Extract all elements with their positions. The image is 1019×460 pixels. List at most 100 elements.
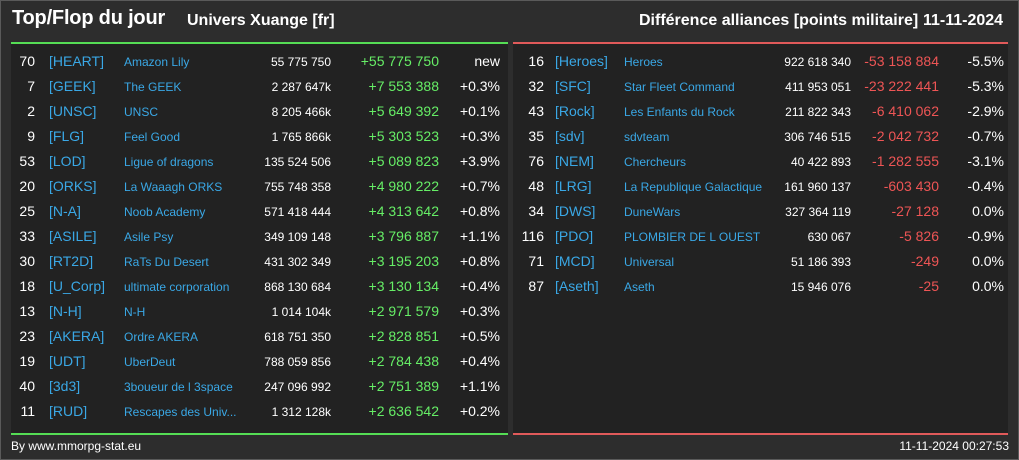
top-alliances-panel: 70 [HEART] Amazon Lily 55 775 750 +55 775 75… xyxy=(11,42,508,435)
universe-label: Univers Xuange [fr] xyxy=(187,12,335,29)
diff-cell: +5 649 392 xyxy=(368,103,439,119)
percent-cell: +3.9% xyxy=(459,153,500,169)
percent-cell: +1.1% xyxy=(459,228,500,244)
alliance-name-link[interactable]: PLOMBIER DE L OUEST xyxy=(624,230,761,244)
points-cell: 40 422 893 xyxy=(790,155,851,169)
alliance-name-link[interactable]: Ordre AKERA xyxy=(124,330,199,344)
alliance-tag-link[interactable]: [3d3] xyxy=(49,378,81,394)
diff-cell: +2 636 542 xyxy=(368,403,439,419)
alliance-tag-link[interactable]: [AKERA] xyxy=(49,328,105,344)
alliance-tag-link[interactable]: [RUD] xyxy=(49,403,88,419)
alliance-name-link[interactable]: N-H xyxy=(124,305,146,319)
alliance-name-link[interactable]: 3boueur de l 3space xyxy=(124,380,233,394)
diff-cell: -2 042 732 xyxy=(872,128,939,144)
diff-cell: +3 796 887 xyxy=(368,228,439,244)
percent-cell: -5.3% xyxy=(967,78,1004,94)
points-cell: 247 096 992 xyxy=(264,380,331,394)
points-cell: 161 960 137 xyxy=(784,180,851,194)
header: Top/Flop du jour Univers Xuange [fr] Dif… xyxy=(1,1,1018,41)
alliance-tag-link[interactable]: [SFC] xyxy=(555,78,591,94)
alliance-name-link[interactable]: Star Fleet Command xyxy=(624,80,735,94)
flop-row: 76 [NEM] Chercheurs 40 422 893 -1 282 555 -3.… xyxy=(513,149,1008,174)
rank-cell: 2 xyxy=(27,103,35,119)
points-cell: 327 364 119 xyxy=(785,205,851,219)
alliance-tag-link[interactable]: [PDO] xyxy=(555,228,594,244)
alliance-name-link[interactable]: Aseth xyxy=(624,280,655,294)
alliance-tag-link[interactable]: [FLG] xyxy=(49,128,85,144)
alliance-tag-link[interactable]: [UNSC] xyxy=(49,103,97,119)
percent-cell: -0.4% xyxy=(967,178,1004,194)
rank-cell: 70 xyxy=(19,53,35,69)
alliance-tag-link[interactable]: [ORKS] xyxy=(49,178,97,194)
diff-cell: +5 089 823 xyxy=(368,153,439,169)
alliance-name-link[interactable]: Amazon Lily xyxy=(124,55,190,69)
alliance-name-link[interactable]: Ligue of dragons xyxy=(124,155,214,169)
alliance-name-link[interactable]: DuneWars xyxy=(624,205,681,219)
flop-row: 116 [PDO] PLOMBIER DE L OUEST 630 067 -5 826… xyxy=(513,224,1008,249)
rank-cell: 18 xyxy=(19,278,35,294)
percent-cell: +0.8% xyxy=(459,253,500,269)
alliance-name-link[interactable]: UNSC xyxy=(124,105,159,119)
points-cell: 2 287 647k xyxy=(271,80,331,94)
alliance-tag-link[interactable]: [N-A] xyxy=(49,203,81,219)
diff-cell: +55 775 750 xyxy=(360,53,439,69)
flop-row: 48 [LRG] La Republique Galactique 161 960 1… xyxy=(513,174,1008,199)
top-row: 30 [RT2D] RaTs Du Desert 431 302 349 +3 195 … xyxy=(11,249,508,274)
alliance-name-link[interactable]: Chercheurs xyxy=(624,155,687,169)
alliance-tag-link[interactable]: [RT2D] xyxy=(49,253,94,269)
percent-cell: +0.4% xyxy=(459,353,500,369)
alliance-tag-link[interactable]: [Aseth] xyxy=(555,278,599,294)
alliance-name-link[interactable]: Universal xyxy=(624,255,675,269)
alliance-tag-link[interactable]: [DWS] xyxy=(555,203,596,219)
diff-cell: +4 980 222 xyxy=(368,178,439,194)
alliance-tag-link[interactable]: [sdv] xyxy=(555,128,585,144)
flop-row: 35 [sdv] sdvteam 306 746 515 -2 042 732 -0.7% xyxy=(513,124,1008,149)
flop-alliances-panel: 16 [Heroes] Heroes 922 618 340 -53 158 884 -5… xyxy=(513,42,1008,435)
alliance-name-link[interactable]: La Republique Galactique xyxy=(624,180,763,194)
rank-cell: 9 xyxy=(27,128,35,144)
alliance-name-link[interactable]: UberDeut xyxy=(124,355,176,369)
alliance-name-link[interactable]: Heroes xyxy=(624,55,663,69)
alliance-name-link[interactable]: ultimate corporation xyxy=(124,280,230,294)
alliance-tag-link[interactable]: [Rock] xyxy=(555,103,595,119)
points-cell: 135 524 506 xyxy=(264,155,331,169)
rank-cell: 35 xyxy=(528,128,544,144)
alliance-tag-link[interactable]: [UDT] xyxy=(49,353,86,369)
alliance-tag-link[interactable]: [NEM] xyxy=(555,153,594,169)
diff-cell: -27 128 xyxy=(891,203,939,219)
alliance-name-link[interactable]: Noob Academy xyxy=(124,205,206,219)
alliance-name-link[interactable]: La Waaagh ORKS xyxy=(124,180,223,194)
header-date: 11-11-2024 xyxy=(923,12,1004,29)
alliance-name-link[interactable]: Rescapes des Univ... xyxy=(124,405,237,419)
alliance-tag-link[interactable]: [LRG] xyxy=(555,178,592,194)
rank-cell: 11 xyxy=(20,403,35,419)
alliance-tag-link[interactable]: [GEEK] xyxy=(49,78,96,94)
alliance-name-link[interactable]: The GEEK xyxy=(124,80,182,94)
top-row: 70 [HEART] Amazon Lily 55 775 750 +55 775 75… xyxy=(11,49,508,74)
diff-cell: -1 282 555 xyxy=(872,153,939,169)
diff-cell: +3 195 203 xyxy=(368,253,439,269)
percent-cell: +0.3% xyxy=(459,78,500,94)
rank-cell: 53 xyxy=(19,153,35,169)
alliance-tag-link[interactable]: [U_Corp] xyxy=(49,278,106,294)
alliance-name-link[interactable]: RaTs Du Desert xyxy=(124,255,209,269)
points-cell: 431 302 349 xyxy=(264,255,331,269)
percent-cell: +1.1% xyxy=(459,378,500,394)
diff-cell: +3 130 134 xyxy=(368,278,439,294)
percent-cell: 0.0% xyxy=(972,203,1004,219)
rank-cell: 71 xyxy=(528,253,544,269)
alliance-tag-link[interactable]: [N-H] xyxy=(49,303,82,319)
diff-cell: -603 430 xyxy=(883,178,939,194)
points-cell: 1 765 866k xyxy=(271,130,331,144)
alliance-name-link[interactable]: Feel Good xyxy=(124,130,181,144)
credit-link[interactable]: By www.mmorpg-stat.eu xyxy=(11,439,142,453)
alliance-tag-link[interactable]: [ASILE] xyxy=(49,228,97,244)
alliance-name-link[interactable]: Asile Psy xyxy=(124,230,174,244)
alliance-tag-link[interactable]: [Heroes] xyxy=(555,53,608,69)
alliance-name-link[interactable]: Les Enfants du Rock xyxy=(624,105,735,119)
alliance-tag-link[interactable]: [HEART] xyxy=(49,53,104,69)
alliance-name-link[interactable]: sdvteam xyxy=(624,130,670,144)
alliance-tag-link[interactable]: [LOD] xyxy=(49,153,86,169)
top-row: 40 [3d3] 3boueur de l 3space 247 096 992 +2 … xyxy=(11,374,508,399)
alliance-tag-link[interactable]: [MCD] xyxy=(555,253,595,269)
